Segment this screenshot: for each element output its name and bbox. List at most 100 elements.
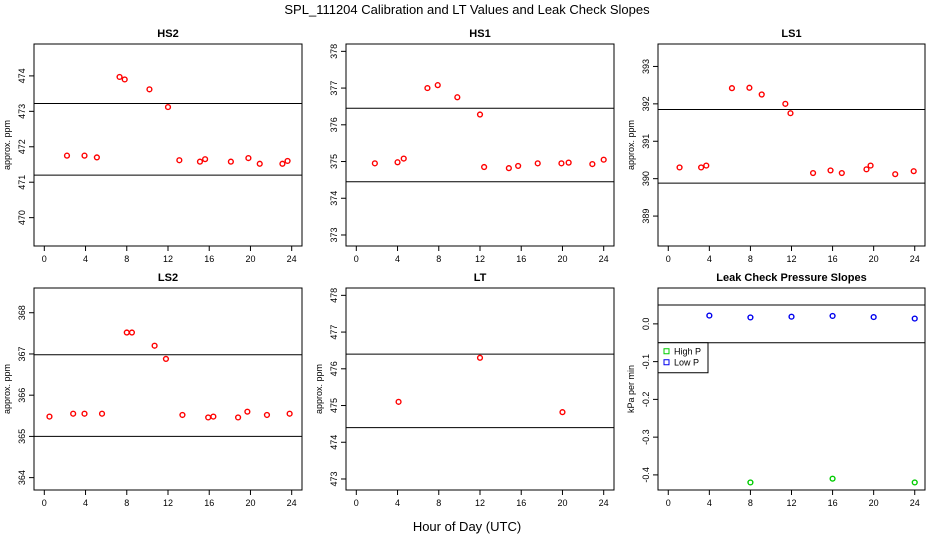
y-axis-label: approx. ppm	[2, 120, 12, 170]
data-point	[827, 167, 834, 174]
x-tick-label: 12	[163, 498, 173, 508]
data-point	[534, 160, 541, 167]
y-tick-label: 375	[329, 154, 339, 169]
y-tick-label: 364	[17, 470, 27, 485]
x-tick-label: 0	[42, 498, 47, 508]
x-tick-label: 24	[910, 498, 920, 508]
data-point	[279, 160, 286, 167]
y-tick-label: 472	[17, 139, 27, 154]
panel-3: LS2 0 4 8 12 16 20 24 364 365 366 367 368 approx. ppm	[2, 272, 303, 508]
data-point	[589, 160, 596, 168]
x-tick-label: 12	[786, 254, 796, 264]
x-tick-label: 0	[354, 498, 359, 508]
y-tick-label: 470	[17, 210, 27, 225]
panel-title: LS1	[781, 28, 801, 40]
data-point	[63, 152, 71, 159]
data-point	[829, 312, 836, 320]
x-tick-label: 0	[42, 254, 47, 264]
data-point	[481, 163, 488, 171]
data-point	[758, 91, 765, 98]
x-tick-label: 4	[395, 498, 400, 508]
data-point	[395, 398, 402, 405]
x-tick-label: 24	[287, 498, 297, 508]
data-point	[205, 414, 212, 421]
data-point	[863, 166, 870, 173]
y-axis-label: kPa per min	[626, 365, 636, 413]
y-tick-label: 389	[641, 209, 651, 224]
data-point	[892, 171, 899, 178]
data-point	[747, 479, 754, 486]
x-tick-label: 16	[828, 498, 838, 508]
data-point	[70, 410, 77, 417]
data-point	[286, 410, 293, 417]
data-point	[746, 84, 753, 91]
legend-marker	[663, 348, 670, 355]
x-tick-label: 12	[475, 498, 485, 508]
x-tick-label: 8	[436, 498, 441, 508]
x-tick-label: 20	[869, 254, 879, 264]
plot-frame	[33, 287, 303, 491]
x-tick-label: 0	[666, 254, 671, 264]
plot-frame	[657, 287, 926, 491]
data-point	[146, 86, 153, 93]
data-point	[910, 168, 917, 175]
data-point	[46, 413, 53, 420]
data-point	[565, 159, 572, 166]
y-tick-label: -0.2	[641, 392, 651, 408]
y-tick-label: 474	[329, 435, 339, 450]
legend-label: High P	[674, 347, 701, 357]
panel-title: Leak Check Pressure Slopes	[716, 272, 866, 284]
data-point	[121, 76, 128, 83]
data-point	[245, 155, 252, 162]
plot-frame	[345, 43, 615, 247]
y-tick-label: 378	[329, 44, 339, 59]
data-point	[394, 159, 401, 166]
data-point	[284, 157, 291, 165]
data-point	[787, 110, 794, 117]
data-point	[227, 158, 234, 165]
data-point	[123, 329, 130, 336]
plot-frame	[33, 43, 303, 247]
y-tick-label: 478	[329, 288, 339, 303]
data-point	[788, 313, 795, 320]
y-tick-label: 0.0	[641, 318, 651, 331]
legend-label: Low P	[674, 358, 699, 368]
y-tick-label: 368	[17, 305, 27, 320]
data-point	[476, 111, 484, 118]
data-point	[116, 73, 123, 81]
y-tick-label: 391	[641, 134, 651, 149]
panel-title: LT	[474, 272, 487, 284]
data-point	[809, 169, 817, 177]
panel-title: HS2	[157, 28, 178, 40]
y-axis-label: approx. ppm	[314, 364, 324, 414]
panel-title: HS1	[469, 28, 490, 40]
data-point	[128, 329, 136, 336]
panel-1: HS1 0 4 8 12 16 20 24 373 374 375 376 377 378	[329, 28, 615, 264]
y-tick-label: 366	[17, 388, 27, 403]
x-tick-label: 20	[245, 498, 255, 508]
x-tick-label: 24	[599, 498, 609, 508]
data-point	[558, 160, 565, 167]
y-tick-label: -0.1	[641, 354, 651, 370]
data-point	[81, 152, 88, 159]
panel-2: LS1 0 4 8 12 16 20 24 389 390 391 392 393 approx. ppm	[626, 28, 926, 264]
y-tick-label: 474	[17, 68, 27, 83]
data-point	[151, 342, 158, 349]
y-tick-label: 393	[641, 59, 651, 74]
legend-marker	[663, 359, 670, 366]
x-tick-label: 4	[707, 498, 712, 508]
data-point	[371, 160, 378, 167]
data-point	[911, 315, 918, 322]
data-point	[234, 414, 242, 421]
panels-container: HS2 0 4 8 12 16 20 24 470 471 472 473 474 approx. ppm…	[2, 28, 926, 508]
y-tick-label: 473	[17, 104, 27, 119]
x-tick-label: 4	[707, 254, 712, 264]
plot-frame	[657, 43, 926, 247]
x-tick-label: 4	[83, 254, 88, 264]
x-tick-label: 0	[354, 254, 359, 264]
data-point	[600, 156, 607, 163]
x-tick-label: 8	[124, 498, 129, 508]
data-point	[263, 411, 271, 419]
y-tick-label: 473	[329, 471, 339, 486]
